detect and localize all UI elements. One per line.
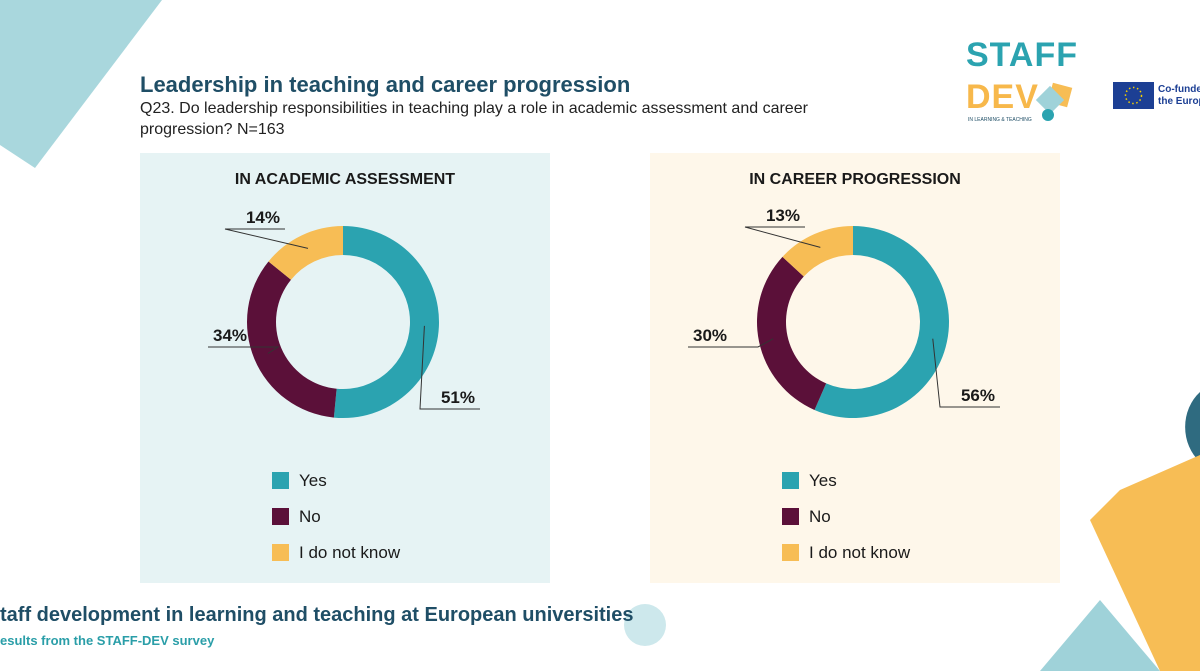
leader-line — [932, 338, 1000, 408]
leader-line — [688, 338, 774, 348]
donut-chart-career-progression: 56% 30% 13% — [688, 206, 1000, 418]
data-label: 51% — [441, 388, 475, 407]
footer-title: taff development in learning and teachin… — [0, 604, 634, 626]
question-subtitle: Q23. Do leadership responsibilities in t… — [140, 100, 808, 138]
data-label: 13% — [766, 206, 800, 225]
chart-title: IN ACADEMIC ASSESSMENT — [234, 171, 456, 188]
slice-no — [757, 256, 827, 410]
slice-yes — [333, 226, 439, 418]
slice-dont-know — [268, 226, 343, 280]
leader-line — [208, 346, 280, 354]
chart-panel-career-progression: IN CAREER PROGRESSION 56% 30% 13% Yes No I… — [650, 153, 1060, 583]
data-label: 14% — [246, 208, 280, 227]
slice-no — [247, 261, 337, 418]
legend-swatch-dont-know — [782, 544, 799, 561]
staff-dev-logo-tagline: IN LEARNING & TEACHING — [968, 117, 1032, 123]
eu-text-line2: the Europ — [1158, 96, 1200, 107]
footer-subtitle: esults from the STAFF-DEV survey — [0, 633, 215, 648]
data-label: 30% — [693, 326, 727, 345]
slice-dont-know — [782, 226, 853, 277]
page-title: Leadership in teaching and career progre… — [140, 72, 631, 97]
legend-swatch-no — [782, 508, 799, 525]
data-label: 34% — [213, 326, 247, 345]
legend-label: No — [809, 507, 831, 526]
staff-dev-logo-staff: STAFF — [966, 36, 1079, 74]
legend-swatch-dont-know — [272, 544, 289, 561]
legend-label: I do not know — [299, 543, 401, 562]
logo-diamond-icon — [1035, 82, 1073, 121]
legend-label: No — [299, 507, 321, 526]
staff-dev-logo-dev: DEV — [966, 78, 1039, 116]
eu-cofunded-text: Co-funded the Europ — [1158, 84, 1200, 108]
legend-label: Yes — [299, 471, 327, 490]
eu-text-line1: Co-funded — [1158, 84, 1200, 95]
leader-line — [744, 226, 821, 248]
eu-flag-icon — [1113, 82, 1154, 109]
legend-label: I do not know — [809, 543, 911, 562]
leader-line — [419, 325, 480, 410]
legend-swatch-yes — [782, 472, 799, 489]
legend-swatch-no — [272, 508, 289, 525]
leader-line — [224, 228, 309, 249]
slice-yes — [814, 226, 950, 418]
chart-title: IN CAREER PROGRESSION — [749, 171, 961, 188]
chart-panel-academic-assessment: IN ACADEMIC ASSESSMENT 51% 34% 14% Yes No … — [140, 153, 550, 583]
data-label: 56% — [961, 386, 995, 405]
legend-swatch-yes — [272, 472, 289, 489]
donut-chart-academic-assessment: 51% 34% 14% — [208, 208, 480, 418]
legend-label: Yes — [809, 471, 837, 490]
